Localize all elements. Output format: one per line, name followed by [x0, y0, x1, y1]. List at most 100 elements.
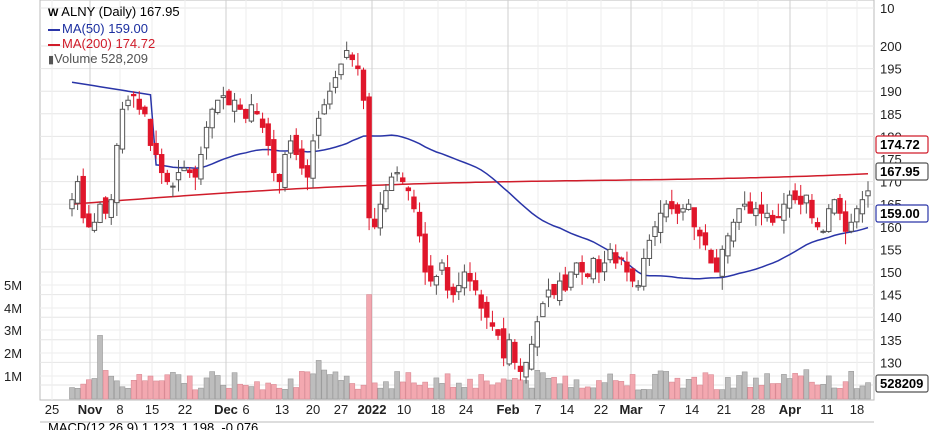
volume-bar: [321, 369, 328, 400]
macd-label: MACD(12,26,9) 1.123, 1.198, -0.076: [48, 420, 258, 430]
volume-bar: [338, 380, 344, 400]
candle-body: [74, 181, 81, 204]
volume-bar: [803, 369, 810, 400]
candle-body: [209, 108, 215, 129]
volume-bar: [556, 383, 563, 400]
volume-bar: [147, 375, 154, 400]
volume-bar: [590, 387, 597, 400]
candle-body: [579, 262, 585, 273]
candle-body: [540, 303, 546, 318]
volume-bar: [506, 379, 513, 400]
volume-bar: [669, 381, 675, 400]
y-tick-label: 145: [880, 288, 902, 303]
candle-body: [97, 203, 103, 223]
volume-bar: [299, 371, 305, 400]
volume-bar: [315, 360, 322, 400]
volume-bar: [450, 386, 456, 400]
candle-body: [321, 104, 327, 115]
candle-body: [198, 153, 204, 180]
volume-bar: [383, 381, 389, 400]
candle-body: [338, 63, 344, 76]
volume-bar: [528, 387, 535, 400]
candle-body: [192, 168, 199, 178]
candle-body: [730, 221, 737, 242]
x-axis: 25 Nov 8 15 22 Dec 6 13 20 27 2022 10 18 24 Feb 7 14 22 Ma…: [45, 402, 864, 417]
volume-bar: [343, 375, 350, 400]
volume-bar: [747, 386, 754, 400]
candle-body: [181, 167, 187, 172]
candle-body: [119, 108, 126, 150]
candle-body: [601, 262, 608, 273]
candle-body: [299, 148, 305, 169]
volume-bar: [853, 388, 860, 400]
volume-bar: [455, 382, 462, 400]
volume-bar: [809, 381, 815, 400]
candle-body: [629, 268, 636, 282]
volume-bar: [601, 382, 608, 400]
volume-bar: [254, 381, 260, 400]
candle-body: [770, 214, 776, 223]
candle-body: [158, 154, 165, 174]
volume-bar: [736, 375, 742, 400]
candle-body: [265, 123, 271, 146]
candle-body: [736, 208, 742, 223]
volume-bar: [242, 384, 249, 400]
candle-body: [203, 126, 210, 149]
candle-body: [803, 194, 810, 204]
volume-bar: [792, 373, 798, 400]
volume-bar: [562, 375, 569, 400]
candle-body: [383, 190, 389, 210]
volume-bar: [517, 379, 524, 400]
volume-bar: [691, 376, 698, 400]
x-tick-label: Apr: [779, 402, 801, 417]
volume-bar: [394, 371, 400, 400]
volume-bar: [198, 387, 204, 400]
candle-body: [411, 196, 417, 210]
candle-body: [304, 165, 311, 178]
candle-body: [489, 322, 496, 327]
candle-body: [142, 106, 148, 115]
volume-bar: [540, 372, 546, 400]
candle-body: [80, 175, 86, 219]
candle-body: [680, 208, 686, 213]
candle-body: [360, 69, 367, 101]
candle-body: [708, 249, 714, 264]
ma50-badge-text: 159.00: [880, 206, 920, 221]
candle-body: [741, 203, 748, 207]
candle-body: [713, 257, 720, 273]
candle-body: [590, 257, 597, 280]
volume-bar: [741, 371, 748, 400]
candle-body: [624, 261, 630, 273]
candle-body: [467, 272, 473, 282]
candle-body: [545, 289, 552, 298]
candle-body: [809, 199, 815, 219]
candle-body: [663, 203, 669, 218]
volume-bar: [114, 380, 120, 400]
volume-bar: [697, 384, 703, 400]
candle-body: [859, 199, 866, 215]
volume-bar: [786, 378, 793, 400]
logo-icon: W: [48, 7, 59, 19]
volume-bar: [758, 384, 765, 400]
x-tick-label: 11: [820, 402, 834, 417]
volume-bar: [713, 389, 720, 400]
candle-body: [747, 201, 753, 214]
ma200-badge-text: 174.72: [880, 137, 920, 152]
moving-averages: [71, 81, 869, 280]
candle-body: [450, 286, 456, 296]
ma200-swatch: [48, 43, 60, 46]
candle-body: [719, 248, 725, 277]
candle-body: [691, 207, 697, 228]
y-tick-label: 10: [880, 1, 894, 16]
volume-tick-label: 1M: [4, 369, 22, 384]
volume-icon: ▮: [48, 54, 55, 66]
candle-body: [685, 203, 692, 210]
volume-bar: [237, 383, 243, 400]
y-tick-label: 135: [880, 333, 902, 348]
candle-body: [831, 199, 838, 214]
volume-bar: [484, 380, 490, 400]
volume-bar: [265, 382, 271, 400]
candle-body: [355, 65, 361, 70]
volume-bar: [797, 375, 804, 400]
y-tick-label: 185: [880, 107, 902, 122]
